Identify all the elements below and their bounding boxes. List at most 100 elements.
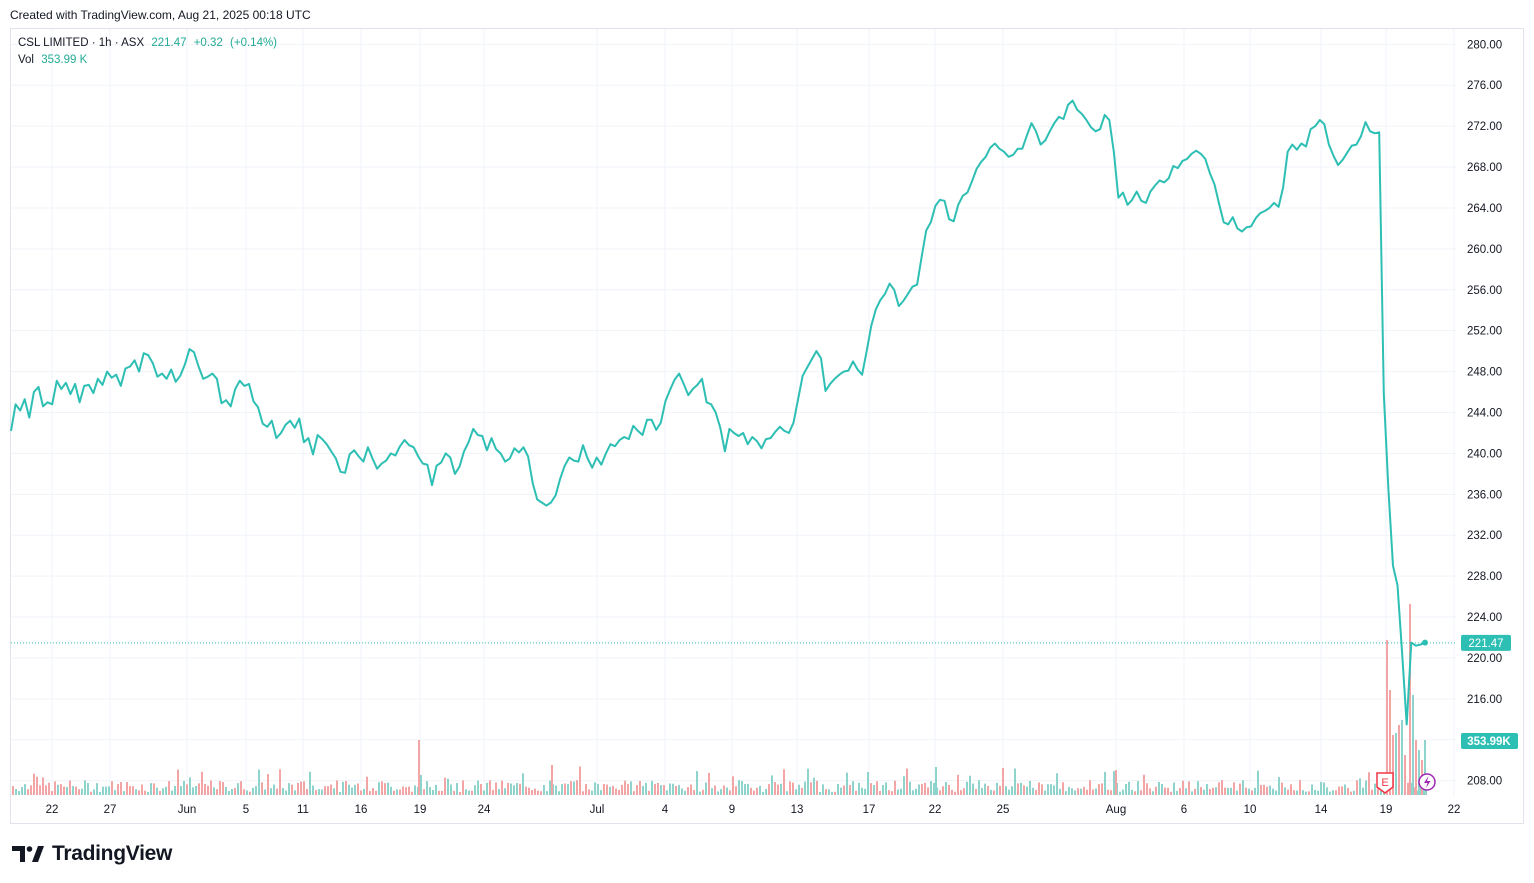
volume-bar: [1412, 695, 1414, 795]
volume-bar: [459, 791, 461, 795]
volume-bar: [693, 789, 695, 795]
volume-bar: [1242, 780, 1244, 795]
volume-bar: [1143, 774, 1145, 795]
y-tick-label: 268.00: [1467, 162, 1502, 174]
volume-bar: [921, 784, 923, 795]
volume-bar: [831, 791, 833, 795]
volume-row[interactable]: Vol 353.99 K: [18, 52, 277, 69]
volume-bar: [750, 787, 752, 795]
volume-bar: [1206, 784, 1208, 795]
volume-bar: [669, 783, 671, 795]
grid: [11, 29, 1456, 796]
volume-bar: [582, 791, 584, 795]
x-tick-label: 22: [1448, 804, 1461, 816]
volume-bar: [522, 773, 524, 795]
volume-bar: [15, 789, 17, 795]
volume-bar: [201, 771, 203, 795]
volume-bar: [1380, 790, 1382, 795]
x-tick-label: Jun: [178, 804, 197, 816]
volume-bar: [243, 789, 245, 795]
price-change: +0.32: [193, 37, 223, 49]
volume-bar: [306, 789, 308, 795]
volume-bar: [1356, 780, 1358, 795]
volume-bar: [1122, 789, 1124, 795]
volume-bar: [903, 776, 905, 795]
volume-bar: [1209, 789, 1211, 795]
symbol-row[interactable]: CSL LIMITED · 1h · ASX 221.47 +0.32 (+0.…: [18, 35, 277, 52]
volume-bar: [657, 782, 659, 795]
volume-bar: [87, 783, 89, 795]
volume-bar: [837, 783, 839, 795]
earnings-marker[interactable]: E: [1376, 772, 1394, 794]
volume-bar: [66, 787, 68, 795]
volume-bar: [1398, 725, 1400, 795]
tradingview-logo: TradingView: [12, 842, 172, 866]
volume-bar: [1332, 790, 1334, 795]
volume-bar: [333, 788, 335, 795]
price-axis[interactable]: 280.00 276.00 272.00 268.00 264.00 260.00 256.…: [1461, 39, 1518, 788]
x-tick-label: 10: [1244, 804, 1257, 816]
volume-bar: [300, 781, 302, 795]
volume-bar: [1137, 781, 1139, 795]
volume-bar: [792, 782, 794, 795]
volume-bar: [483, 790, 485, 795]
price-line-group: [10, 99, 1456, 726]
volume-bar: [399, 789, 401, 795]
volume-bar: [744, 783, 746, 795]
volume-bar: [882, 785, 884, 795]
y-tick-label: 256.00: [1467, 285, 1502, 297]
volume-bar: [441, 790, 443, 795]
volume-bar: [741, 781, 743, 795]
volume-bar: [549, 780, 551, 795]
volume-bar: [381, 781, 383, 795]
volume-bar: [1302, 790, 1304, 795]
volume-bar: [630, 781, 632, 795]
volume-bar: [1011, 786, 1013, 795]
volume-bar: [804, 781, 806, 795]
volume-bar: [1191, 791, 1193, 795]
volume-bar: [753, 790, 755, 795]
volume-bar: [498, 789, 500, 795]
volume-bar: [1113, 771, 1115, 795]
volume-bar: [651, 780, 653, 795]
volume-bar: [612, 785, 614, 795]
volume-bar: [264, 789, 266, 795]
volume-bar: [531, 790, 533, 795]
volume-label: Vol: [18, 54, 34, 66]
dividend-marker-icon[interactable]: [1418, 773, 1436, 791]
volume-bar: [828, 789, 830, 795]
volume-bar: [405, 787, 407, 795]
volume-bar: [273, 784, 275, 795]
volume-bar: [486, 782, 488, 795]
volume-bar: [150, 783, 152, 795]
volume-bar: [1287, 789, 1289, 795]
volume-bar: [738, 780, 740, 795]
volume-bar: [1197, 781, 1199, 795]
volume-bar: [1047, 784, 1049, 795]
x-tick-label: 11: [297, 804, 309, 816]
volume-bar: [759, 785, 761, 795]
event-markers[interactable]: E: [1376, 772, 1436, 794]
time-axis[interactable]: 22 27 Jun 5 11 16 19 24 Jul 4 9 13 17 22 25 Aug 6 10 14 19 2…: [46, 804, 1461, 816]
volume-bar: [261, 782, 263, 795]
volume-bar: [774, 782, 776, 795]
volume-bar: [165, 786, 167, 795]
volume-bar: [450, 784, 452, 795]
volume-bar: [477, 780, 479, 795]
volume-bar: [1386, 640, 1388, 795]
volume-bar: [585, 784, 587, 795]
volume-bar: [1125, 784, 1127, 795]
volume-bar: [1032, 787, 1034, 795]
volume-bar: [1353, 790, 1355, 795]
volume-bar: [372, 788, 374, 795]
x-tick-label: 19: [414, 804, 427, 816]
volume-bar: [1107, 789, 1109, 795]
volume-bar: [240, 781, 242, 795]
volume-bar: [276, 788, 278, 795]
volume-bar: [1424, 740, 1426, 795]
x-tick-label: 5: [243, 804, 249, 816]
y-tick-label: 260.00: [1467, 244, 1502, 256]
volume-bar: [1089, 780, 1091, 795]
volume-bar: [726, 787, 728, 795]
